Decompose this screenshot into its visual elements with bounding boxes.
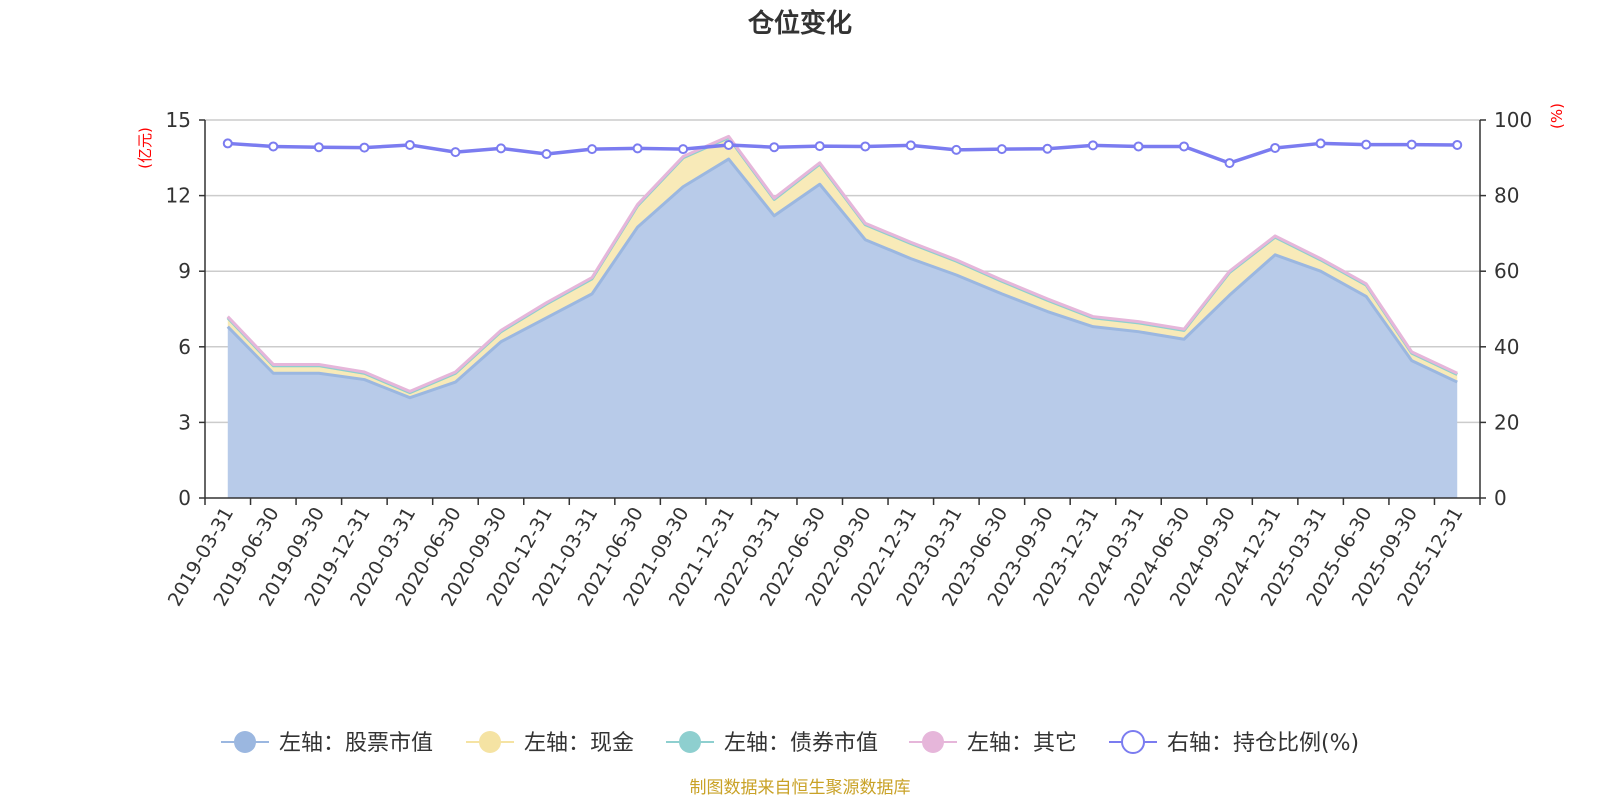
left-axis-unit: (亿元) [136, 127, 154, 169]
legend-item: 左轴：股票市值 [221, 731, 433, 756]
legend-marker [1121, 730, 1145, 754]
ratio-line [227, 141, 1458, 165]
ratio-point [450, 147, 461, 158]
ratio-point [313, 142, 324, 153]
ratio-point [1406, 139, 1417, 150]
legend-item: 左轴：现金 [466, 731, 634, 756]
right-axis-tick-label: 80 [1494, 184, 1519, 208]
ratio-point [951, 144, 962, 155]
data-source-note: 制图数据来自恒生聚源数据库 [690, 778, 911, 798]
ratio-point [1087, 140, 1098, 151]
left-axis-tick-label: 6 [178, 335, 191, 359]
right-axis-tick-label: 0 [1494, 486, 1507, 510]
ratio-point [1315, 138, 1326, 149]
legend-marker [679, 731, 701, 753]
ratio-point [723, 139, 734, 150]
series-lines [226, 134, 1458, 400]
left-axis-tick-label: 0 [178, 486, 191, 510]
ratio-point [860, 141, 871, 152]
legend-marker [234, 731, 256, 753]
right-axis-tick-label: 100 [1494, 108, 1532, 132]
ratio-point [359, 142, 370, 153]
left-axis-tick-label: 9 [178, 259, 191, 283]
legend-item: 左轴：其它 [909, 731, 1077, 756]
right-axis-tick-label: 60 [1494, 259, 1519, 283]
left-axis-tick-label: 12 [166, 184, 191, 208]
right-axis-unit: (%) [1548, 103, 1566, 129]
ratio-point [1270, 142, 1281, 153]
ratio-point [1224, 158, 1235, 169]
legend-item: 右轴：持仓比例(%) [1109, 730, 1359, 756]
ratio-point [1361, 139, 1372, 150]
left-axis-tick-label: 15 [166, 108, 191, 132]
legend-label: 左轴：股票市值 [279, 731, 433, 756]
legend: 左轴：股票市值 左轴：现金 左轴：债券市值 左轴：其它 右轴：持仓比例(%) [221, 730, 1359, 756]
ratio-point [1452, 139, 1463, 150]
right-axis-tick-label: 40 [1494, 335, 1519, 359]
legend-label: 左轴：债券市值 [724, 731, 878, 756]
ratio-point [222, 138, 233, 149]
chart-title: 仓位变化 [747, 8, 852, 39]
area-series-0 [227, 159, 1458, 498]
ratio-point [587, 144, 598, 155]
ratio-point [632, 143, 643, 154]
legend-label: 左轴：现金 [524, 731, 634, 756]
ratio-point [814, 141, 825, 152]
ratio-point [678, 144, 689, 155]
ratio-point [495, 143, 506, 154]
legend-label: 左轴：其它 [967, 731, 1077, 756]
ratio-points [222, 138, 1463, 169]
ratio-point [268, 141, 279, 152]
ratio-point [1179, 141, 1190, 152]
legend-item: 左轴：债券市值 [666, 731, 878, 756]
ratio-point [1042, 143, 1053, 154]
ratio-point [404, 139, 415, 150]
ratio-point [1133, 141, 1144, 152]
left-axis-tick-label: 3 [178, 410, 191, 434]
ratio-point [996, 144, 1007, 155]
ratio-point [541, 149, 552, 160]
ratio-point [769, 142, 780, 153]
legend-marker [922, 731, 944, 753]
area-line-series-0 [226, 157, 1458, 400]
legend-label: 右轴：持仓比例(%) [1167, 731, 1359, 756]
area-line-series-3 [226, 134, 1458, 393]
ratio-point [905, 140, 916, 151]
legend-marker [479, 731, 501, 753]
right-axis-tick-label: 20 [1494, 410, 1519, 434]
